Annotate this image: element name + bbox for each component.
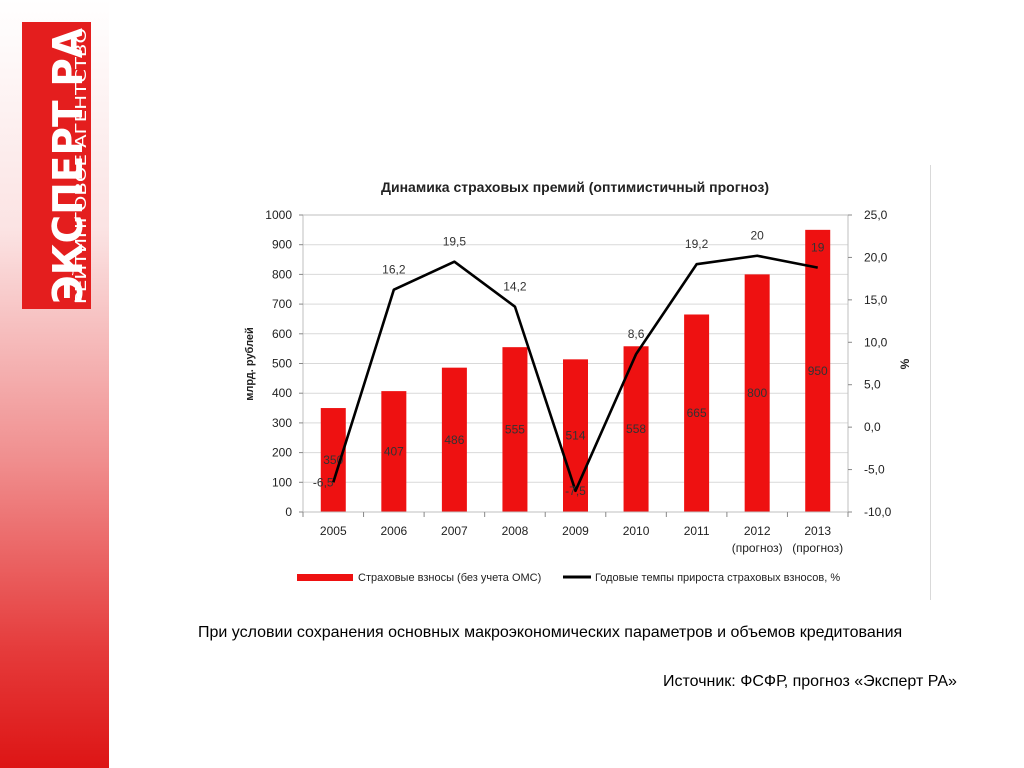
line-data-label: 19 bbox=[811, 241, 825, 255]
chart-condition-caption: При условии сохранения основных макроэко… bbox=[198, 624, 903, 641]
y-tick-label: 300 bbox=[272, 416, 292, 430]
y-axis-title: млрд. рублей bbox=[244, 327, 256, 401]
bar-data-label: 486 bbox=[444, 433, 464, 447]
bar bbox=[563, 359, 588, 512]
y-tick-label: 100 bbox=[272, 475, 292, 489]
line-data-label: 16,2 bbox=[382, 263, 406, 277]
x-tick-label: 2005 bbox=[320, 524, 347, 538]
y2-tick-label: -10,0 bbox=[864, 505, 892, 519]
legend-line-label: Годовые темпы прироста страховых взносов… bbox=[595, 572, 840, 584]
logo-main-text: ЭКСПЕРТ РА bbox=[44, 28, 91, 304]
x-tick-label: 2010 bbox=[623, 524, 650, 538]
y-tick-label: 800 bbox=[272, 267, 292, 281]
chart-title: Динамика страховых премий (оптимистичный… bbox=[381, 179, 769, 195]
x-tick-sublabel: (прогноз) bbox=[792, 541, 843, 555]
bar bbox=[381, 391, 407, 512]
y-tick-label: 500 bbox=[272, 357, 292, 371]
y-tick-label: 1000 bbox=[265, 208, 292, 222]
bar bbox=[684, 314, 710, 512]
bar-series bbox=[320, 229, 831, 512]
line-series bbox=[332, 254, 818, 493]
logo-sub-text: РЕЙТИНГОВОЕ АГЕНТСТВО bbox=[71, 28, 90, 304]
line-data-label: 8,6 bbox=[628, 327, 645, 341]
line-data-label: -6,5 bbox=[313, 475, 334, 489]
y-tick-label: 0 bbox=[285, 505, 292, 519]
x-tick-label: 2008 bbox=[502, 524, 529, 538]
y-tick-label: 900 bbox=[272, 238, 292, 252]
y2-axis-title: % bbox=[898, 358, 912, 369]
y-tick-label: 400 bbox=[272, 386, 292, 400]
x-tick-sublabel: (прогноз) bbox=[732, 541, 783, 555]
bar-data-label: 407 bbox=[384, 445, 404, 459]
y2-tick-label: 0,0 bbox=[864, 420, 881, 434]
line-data-labels: -6,5 16,2 19,5 14,2 -7,5 8,6 19,2 20 19 bbox=[313, 229, 825, 498]
y2-tick-label: 25,0 bbox=[864, 208, 888, 222]
bar-data-label: 800 bbox=[747, 386, 767, 400]
tick-labels: 0 100 200 300 400 500 600 700 800 900 1000 -10,0 -5,… bbox=[265, 208, 891, 555]
bar bbox=[502, 347, 528, 512]
x-tick-label: 2006 bbox=[380, 524, 407, 538]
line-data-label: 20 bbox=[750, 229, 764, 243]
bar-data-label: 950 bbox=[808, 364, 828, 378]
bar-data-label: 514 bbox=[565, 429, 585, 443]
y2-tick-label: 10,0 bbox=[864, 335, 888, 349]
source-caption: Источник: ФСФР, прогноз «Эксперт РА» bbox=[663, 673, 957, 690]
y-tick-label: 700 bbox=[272, 297, 292, 311]
line-data-label: 19,5 bbox=[443, 235, 467, 249]
x-tick-label: 2009 bbox=[562, 524, 589, 538]
y-tick-label: 200 bbox=[272, 446, 292, 460]
expert-ra-logo: ЭКСПЕРТ РА РЕЙТИНГОВОЕ АГЕНТСТВО bbox=[22, 22, 91, 309]
bar bbox=[805, 229, 831, 512]
y2-tick-label: 5,0 bbox=[864, 378, 881, 392]
legend-bar-swatch bbox=[297, 574, 353, 581]
x-tick-label: 2012 bbox=[744, 524, 771, 538]
y2-tick-label: 15,0 bbox=[864, 293, 888, 307]
bar-data-label: 665 bbox=[687, 406, 707, 420]
chart-frame-border bbox=[930, 165, 931, 600]
line-data-label: -7,5 bbox=[565, 484, 586, 498]
bar-data-label: 555 bbox=[505, 423, 525, 437]
x-tick-label: 2007 bbox=[441, 524, 468, 538]
chart-legend: Страховые взносы (без учета ОМС) Годовые… bbox=[297, 572, 840, 584]
y-tick-label: 600 bbox=[272, 327, 292, 341]
legend-bar-label: Страховые взносы (без учета ОМС) bbox=[358, 572, 541, 584]
y2-tick-label: 20,0 bbox=[864, 250, 888, 264]
y2-tick-label: -5,0 bbox=[864, 463, 885, 477]
x-tick-label: 2013 bbox=[804, 524, 831, 538]
line-data-label: 14,2 bbox=[503, 280, 527, 294]
bar-data-label: 558 bbox=[626, 422, 646, 436]
bar bbox=[744, 274, 770, 512]
line-data-label: 19,2 bbox=[685, 237, 709, 251]
x-tick-label: 2011 bbox=[684, 524, 710, 538]
bar bbox=[441, 367, 467, 512]
axes bbox=[299, 214, 852, 517]
